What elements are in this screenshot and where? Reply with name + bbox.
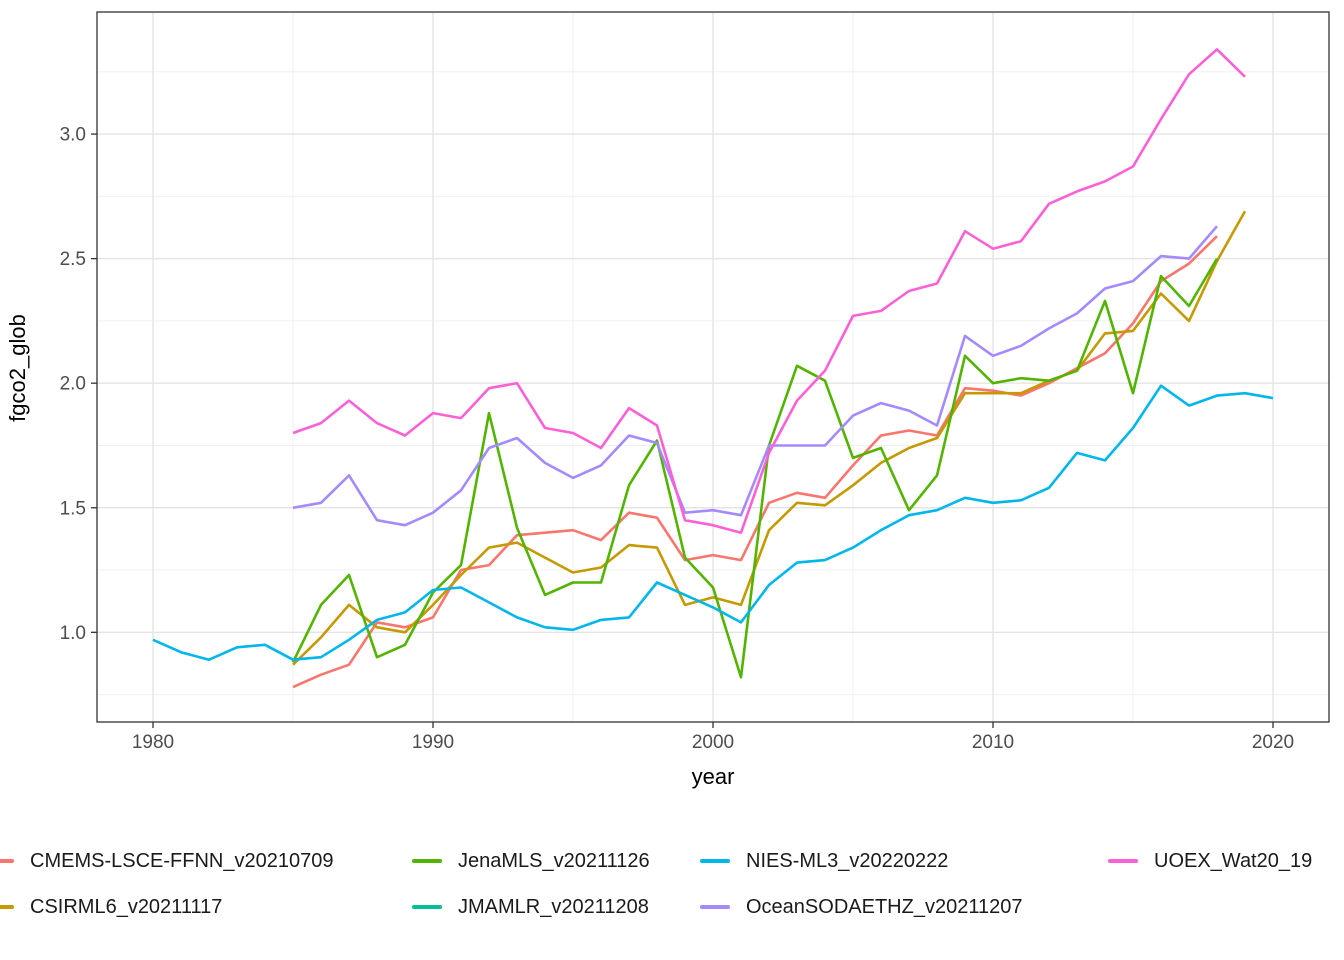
legend-key-line (700, 905, 730, 909)
legend-label: JMAMLR_v20211208 (458, 895, 649, 918)
legend-item-JMAMLR_v20211208: JMAMLR_v20211208 (412, 895, 649, 919)
legend-label: UOEX_Wat20_19 (1154, 849, 1313, 872)
series-line-JenaMLS_v20211126 (291, 257, 1219, 679)
y-tick-label: 2.5 (60, 249, 86, 270)
legend-item-JenaMLS_v20211126: JenaMLS_v20211126 (412, 849, 650, 873)
series-line-NIES-ML3_v20220222 (152, 384, 1274, 662)
legend-label: CMEMS-LSCE-FFNN_v20210709 (30, 849, 334, 872)
legend-label: JenaMLS_v20211126 (458, 849, 650, 872)
legend-label: NIES-ML3_v20220222 (746, 849, 949, 872)
y-axis-title: fgco2_glob (5, 314, 30, 422)
y-tick-label: 1.0 (60, 623, 86, 644)
plot-panel: 1980 1990 2000 2010 2020 1.0 1.5 2.0 2.5 3.0 (60, 11, 1330, 753)
x-tick-label: 2020 (1252, 732, 1294, 753)
legend-item-OceanSODAETHZ_v20211207: OceanSODAETHZ_v20211207 (700, 895, 1022, 919)
legend-item-CSIRML6_v20211117: CSIRML6_v20211117 (0, 895, 222, 919)
x-axis-title: year (691, 764, 735, 789)
y-tick-label: 3.0 (60, 125, 86, 146)
x-tick-label: 1990 (412, 732, 454, 753)
legend-item-CMEMS-LSCE-FFNN_v20210709: CMEMS-LSCE-FFNN_v20210709 (0, 849, 333, 873)
line-chart: 1980 1990 2000 2010 2020 1.0 1.5 2.0 2.5 3.0 (60, 11, 1330, 753)
x-tick-label: 1980 (132, 732, 174, 753)
series-line-OceanSODAETHZ_v20211207 (292, 225, 1218, 527)
legend-item-NIES-ML3_v20220222: NIES-ML3_v20220222 (700, 849, 948, 873)
legend-key-line (1108, 859, 1138, 863)
legend-key-line (700, 859, 730, 863)
legend-label: CSIRML6_v20211117 (30, 895, 223, 918)
legend-key-line (0, 905, 14, 909)
legend-key-line (412, 859, 442, 863)
legend-key-line (412, 905, 442, 909)
x-tick-label: 2010 (972, 732, 1014, 753)
legend-label: OceanSODAETHZ_v20211207 (746, 895, 1023, 918)
legend-key-line (0, 859, 14, 863)
legend-item-UOEX_Wat20_19: UOEX_Wat20_19 (1108, 849, 1312, 873)
series-line-UOEX_Wat20_19 (292, 48, 1246, 535)
y-tick-label: 2.0 (60, 374, 86, 395)
x-tick-label: 2000 (692, 732, 734, 753)
y-tick-label: 1.5 (60, 498, 86, 519)
series-line-CSIRML6_v20211117 (292, 210, 1247, 666)
